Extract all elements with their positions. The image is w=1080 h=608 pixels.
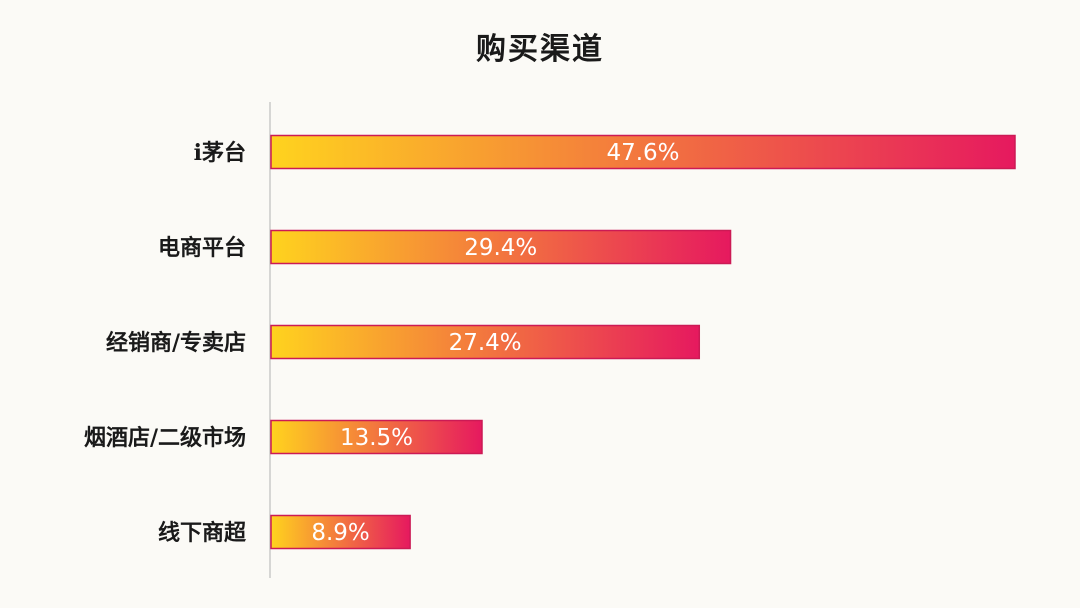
bar xyxy=(270,134,1016,170)
category-label: 烟酒店/二级市场 xyxy=(84,425,246,451)
bar-group: 线下商超 8.9% xyxy=(158,514,411,550)
category-label: 电商平台 xyxy=(158,235,246,261)
category-label: 线下商超 xyxy=(158,520,247,546)
data-label: 8.9% xyxy=(311,520,369,546)
data-label: 27.4% xyxy=(449,330,522,356)
chart-title: 购买渠道 xyxy=(476,32,604,67)
bar-group: 烟酒店/二级市场 13.5% xyxy=(84,419,483,455)
bar-group: 电商平台 29.4% xyxy=(158,229,732,265)
data-label: 29.4% xyxy=(464,235,537,261)
data-label: 13.5% xyxy=(340,425,413,451)
data-label: 47.6% xyxy=(606,140,679,166)
category-label: 经销商/专卖店 xyxy=(106,330,246,356)
category-label: i茅台 xyxy=(194,140,246,166)
bar-group: i茅台 47.6% xyxy=(194,134,1016,170)
bar xyxy=(270,514,411,550)
bar xyxy=(270,324,701,360)
bar xyxy=(270,419,483,455)
bar-group: 经销商/专卖店 27.4% xyxy=(106,324,701,360)
bar xyxy=(270,229,732,265)
